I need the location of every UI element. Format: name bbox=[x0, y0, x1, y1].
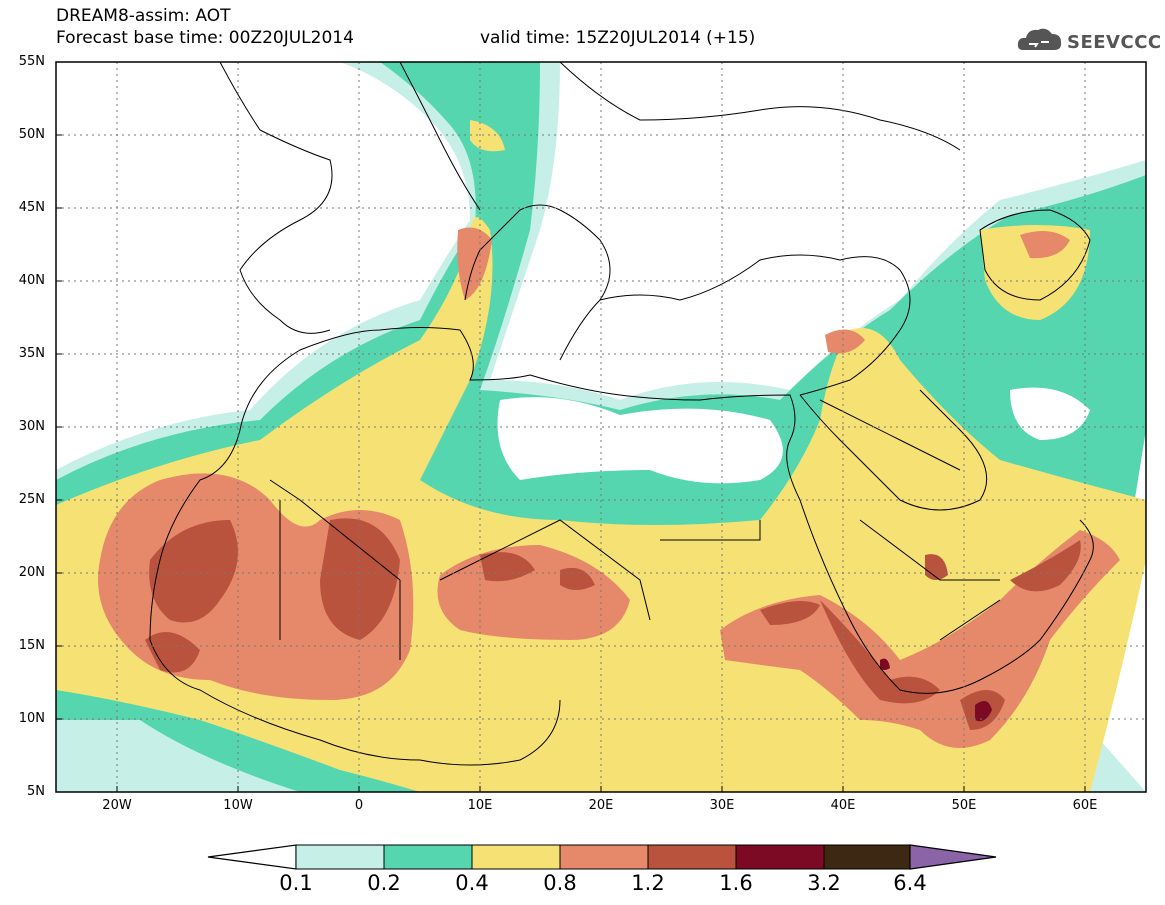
valid-time: valid time: 15Z20JUL2014 (+15) bbox=[480, 28, 756, 48]
cloud-logo-icon bbox=[1017, 28, 1062, 50]
colorbar-label: 6.4 bbox=[893, 871, 927, 895]
lat-label: 55N bbox=[18, 54, 45, 69]
colorbar-label: 0.4 bbox=[455, 871, 489, 895]
coastlines bbox=[149, 62, 1094, 766]
lon-label: 0 bbox=[354, 798, 364, 813]
lon-label: 60E bbox=[1072, 798, 1098, 813]
lat-label: 40N bbox=[18, 273, 45, 288]
lat-label: 15N bbox=[18, 638, 45, 653]
gridlines bbox=[56, 62, 1146, 792]
lat-label: 30N bbox=[18, 419, 45, 434]
map-title: DREAM8-assim: AOT bbox=[56, 6, 231, 26]
lat-label: 50N bbox=[18, 127, 45, 142]
logo-text: SEEVCCC bbox=[1067, 32, 1162, 53]
colorbar-label: 0.8 bbox=[543, 871, 577, 895]
lon-label: 50E bbox=[951, 798, 977, 813]
aot-shading bbox=[56, 62, 1146, 792]
lat-label: 35N bbox=[18, 346, 45, 361]
colorbar-label: 1.6 bbox=[719, 871, 753, 895]
lon-label: 10E bbox=[467, 798, 493, 813]
lon-label: 10W bbox=[223, 798, 253, 813]
colorbar-label: 1.2 bbox=[631, 871, 665, 895]
colorbar-label: 0.2 bbox=[367, 871, 401, 895]
lat-label: 20N bbox=[18, 565, 45, 580]
lon-label: 40E bbox=[830, 798, 856, 813]
lon-label: 30E bbox=[709, 798, 735, 813]
axis-ticks bbox=[56, 134, 1086, 792]
lat-label: 45N bbox=[18, 200, 45, 215]
lat-label: 10N bbox=[18, 711, 45, 726]
lat-label: 25N bbox=[18, 492, 45, 507]
lon-label: 20E bbox=[588, 798, 614, 813]
lon-label: 20W bbox=[102, 798, 132, 813]
seevccc-logo: SEEVCCC bbox=[1015, 20, 1161, 60]
lat-label: 5N bbox=[27, 784, 45, 799]
colorbar-label: 0.1 bbox=[279, 871, 313, 895]
forecast-base-time: Forecast base time: 00Z20JUL2014 bbox=[56, 28, 354, 48]
colorbar-label: 3.2 bbox=[807, 871, 841, 895]
